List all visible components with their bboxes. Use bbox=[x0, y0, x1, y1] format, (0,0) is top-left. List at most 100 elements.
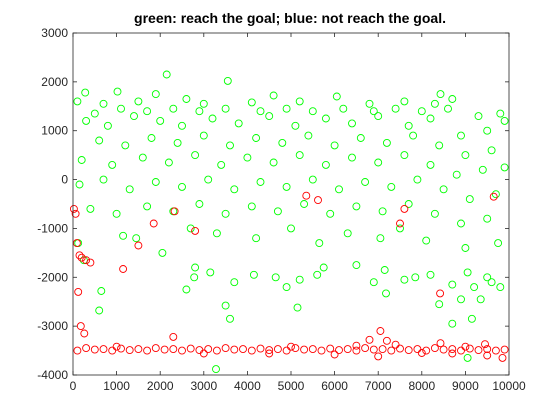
data-point bbox=[75, 251, 84, 260]
data-point bbox=[199, 131, 208, 140]
data-point bbox=[343, 345, 352, 354]
data-point bbox=[365, 99, 374, 108]
data-point bbox=[483, 345, 492, 354]
data-point bbox=[223, 76, 232, 85]
data-point bbox=[465, 195, 474, 204]
data-point bbox=[178, 121, 186, 130]
data-point bbox=[81, 88, 90, 97]
data-point bbox=[95, 136, 104, 145]
data-point bbox=[204, 175, 213, 184]
data-point bbox=[404, 346, 413, 355]
data-point bbox=[474, 346, 483, 355]
data-point bbox=[99, 345, 108, 354]
data-point bbox=[369, 278, 378, 287]
data-point bbox=[247, 346, 256, 355]
data-point bbox=[483, 273, 492, 282]
data-point bbox=[282, 283, 291, 292]
data-point bbox=[256, 107, 265, 116]
data-point bbox=[221, 344, 230, 353]
data-point bbox=[295, 97, 304, 106]
data-point bbox=[75, 180, 84, 189]
data-point bbox=[77, 253, 86, 262]
data-point bbox=[378, 207, 387, 216]
data-point bbox=[158, 248, 167, 257]
y-tick-label: 3000 bbox=[41, 26, 68, 40]
data-point bbox=[319, 263, 328, 272]
y-tick-label: -2000 bbox=[37, 270, 68, 284]
data-point bbox=[430, 209, 439, 218]
x-tick-label: 7000 bbox=[365, 379, 392, 393]
data-point bbox=[226, 141, 234, 150]
data-point bbox=[448, 95, 457, 103]
data-point bbox=[73, 97, 82, 106]
data-point bbox=[149, 219, 158, 228]
data-point bbox=[314, 196, 322, 205]
data-point bbox=[496, 283, 505, 292]
tick-layer: 0 1000 2000 3000 4000 5000 6000 7000 8000 9000 100… bbox=[37, 26, 526, 393]
data-point bbox=[491, 190, 500, 199]
data-point bbox=[491, 346, 500, 355]
data-point bbox=[291, 121, 300, 130]
data-point bbox=[169, 332, 178, 341]
data-point bbox=[300, 345, 309, 354]
data-point bbox=[119, 265, 128, 273]
x-tick-label: 10000 bbox=[492, 379, 526, 393]
data-point bbox=[138, 153, 147, 162]
data-point bbox=[483, 214, 492, 223]
data-point bbox=[335, 346, 343, 355]
data-point bbox=[151, 344, 160, 353]
data-point bbox=[295, 151, 304, 160]
data-point bbox=[221, 209, 230, 218]
data-point bbox=[82, 116, 91, 125]
data-point bbox=[448, 345, 457, 354]
data-point bbox=[132, 234, 141, 243]
x-tick-label: 8000 bbox=[408, 379, 435, 393]
data-point bbox=[352, 341, 361, 350]
data-point bbox=[422, 346, 431, 355]
x-tick-label: 5000 bbox=[278, 379, 305, 393]
data-point bbox=[252, 234, 261, 243]
data-point bbox=[256, 344, 265, 353]
data-point bbox=[125, 185, 134, 194]
data-point bbox=[352, 261, 361, 270]
data-point bbox=[71, 209, 80, 218]
data-point bbox=[500, 345, 509, 354]
data-point bbox=[308, 345, 317, 354]
data-point bbox=[117, 344, 125, 353]
axes-box bbox=[72, 32, 510, 376]
data-point bbox=[269, 158, 278, 167]
data-point bbox=[304, 131, 313, 140]
data-point bbox=[317, 346, 326, 355]
data-point bbox=[369, 107, 378, 116]
data-point bbox=[391, 104, 400, 113]
chart-title: green: reach the goal; blue: not reach t… bbox=[134, 10, 446, 26]
data-point bbox=[448, 349, 457, 358]
y-tick-label: -1000 bbox=[37, 221, 68, 235]
data-point bbox=[435, 300, 444, 309]
data-point bbox=[73, 346, 82, 355]
data-point bbox=[487, 146, 496, 155]
data-point bbox=[69, 204, 78, 213]
data-point bbox=[439, 345, 448, 354]
data-point bbox=[448, 280, 457, 289]
data-point bbox=[478, 165, 487, 174]
data-point bbox=[457, 295, 465, 304]
data-point bbox=[496, 109, 505, 118]
data-point bbox=[465, 344, 474, 353]
data-point bbox=[195, 200, 204, 208]
data-point bbox=[195, 107, 204, 116]
data-point bbox=[430, 344, 439, 353]
data-point bbox=[226, 314, 234, 323]
data-point bbox=[463, 353, 472, 362]
data-point bbox=[151, 178, 160, 186]
x-tick-label: 4000 bbox=[234, 379, 261, 393]
data-point bbox=[313, 270, 322, 279]
data-point bbox=[378, 345, 387, 354]
data-point bbox=[321, 114, 330, 123]
data-point bbox=[409, 131, 418, 140]
data-point bbox=[352, 346, 361, 355]
data-point bbox=[461, 151, 470, 160]
data-point bbox=[463, 268, 472, 277]
data-point bbox=[134, 345, 143, 354]
